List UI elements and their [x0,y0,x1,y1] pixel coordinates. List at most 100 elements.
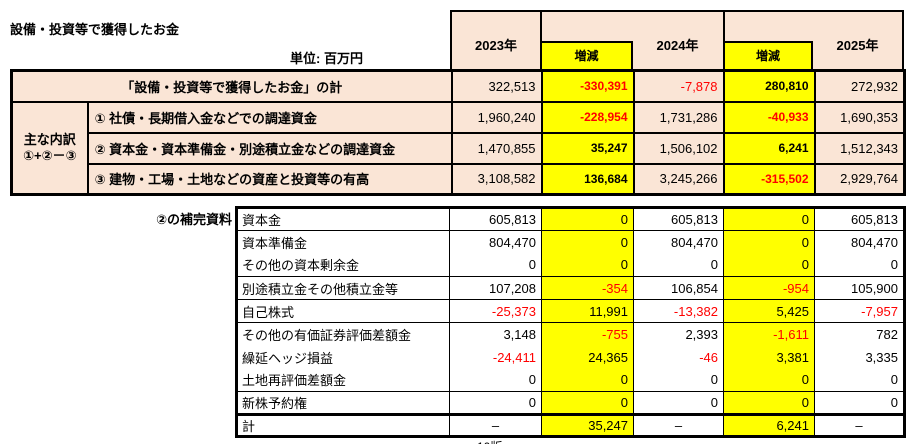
supplement-section-label: ②の補完資料 [155,212,232,227]
cell-total-label: 「設備・投資等で獲得したお金」の計 [10,69,453,103]
cell-row2-delta2: 6,241 [722,131,816,165]
supp-row-hedge-gain-loss: 繰延ヘッジ損益 -24,411 24,365 -46 3,381 3,335 [236,345,905,369]
cell-row3-2024: 3,245,266 [632,162,725,196]
supp-cell: 0 [449,253,542,277]
supp-cell: 3,335 [814,345,905,369]
supp-row-treasury-stock: 自己株式 -25,373 11,991 -13,382 5,425 -7,957 [236,299,905,323]
supp-cell-delta: -354 [541,276,634,300]
supp-cell: -24,411 [449,345,542,369]
cell-total-2023: 322,513 [450,69,543,103]
delta-header-2: 増減 [723,41,813,69]
supp-row-other-capital-surplus: その他の資本剰余金 0 0 0 0 0 [236,253,905,277]
supplement-table: 資本金 605,813 0 605,813 0 605,813 資本準備金 80… [235,206,906,438]
table-row-breakdown-1: 主な内訳 ①+②－③ ① 社債・長期借入金などでの調達資金 1,960,240 … [10,100,906,196]
breakdown-label-line2: ①+②－③ [22,147,77,163]
cell-row1-2024: 1,731,286 [632,100,725,134]
supp-cell-delta: 0 [541,207,634,231]
supp-row-land-revaluation: 土地再評価差額金 0 0 0 0 0 [236,368,905,392]
supp-cell: -13,382 [633,299,724,323]
cell-row2-2025: 1,512,343 [813,131,906,165]
supp-cell: 107,208 [449,276,542,300]
supp-cell: 3,148 [449,322,542,346]
supp-cell-delta: 11,991 [541,299,634,323]
supp-cell: 605,813 [814,207,905,231]
supp-cell-delta: 24,365 [541,345,634,369]
supp-cell: 804,470 [449,230,542,254]
supp-cell-delta: -1,611 [723,322,815,346]
supp-cell: -25,373 [449,299,542,323]
supp-cell: 0 [814,253,905,277]
cell-row2-delta1: 35,247 [540,131,635,165]
supp-total-cell: – [449,413,542,437]
supp-cell: -7,957 [814,299,905,323]
supp-total-cell: – [633,413,724,437]
table-row-breakdown-3: ③ 建物・工場・土地などの資産と投資等の有高 3,108,582 136,684… [12,162,906,196]
supp-row-label: 繰延ヘッジ損益 [236,345,450,369]
cell-breakdown-group-label: 主な内訳 ①+②－③ [10,100,89,196]
cell-row1-2023: 1,960,240 [450,100,543,134]
supp-cell-delta: 0 [541,253,634,277]
supp-row-label: 別途積立金その他積立金等 [236,276,450,300]
year-header-band: 2023年 2024年 2025年 増減 増減 [450,10,904,71]
cell-total-2025: 272,932 [813,69,906,103]
cell-row1-delta2: -40,933 [722,100,816,134]
supp-cell: 0 [449,391,542,415]
supp-row-label: 自己株式 [236,299,450,323]
supp-cell: 0 [814,368,905,392]
supp-cell-delta: 5,425 [723,299,815,323]
supp-row-label: 新株予約権 [236,391,450,415]
supp-cell: -46 [633,345,724,369]
supp-total-label: 計 [236,413,450,437]
supp-row-reserve-fund: 別途積立金その他積立金等 107,208 -354 106,854 -954 1… [236,276,905,300]
table-row-breakdown-2: ② 資本金・資本準備金・別途積立金などの調達資金 1,470,855 35,24… [12,131,906,165]
supp-cell-delta: -755 [541,322,634,346]
breakdown-label-line1: 主な内訳 [23,131,76,147]
year-2023-header: 2023年 [475,38,517,53]
supp-total-cell-delta: 6,241 [723,413,815,437]
supp-cell: 804,470 [814,230,905,254]
delta-header-1: 増減 [540,41,633,69]
cell-row3-delta1: 136,684 [540,162,635,196]
supp-cell-delta: 0 [723,230,815,254]
cell-row3-2025: 2,929,764 [813,162,906,196]
supp-cell: 0 [449,368,542,392]
cell-row1-2025: 1,690,353 [813,100,906,134]
supp-cell-delta: -954 [723,276,815,300]
supp-cell-delta: 0 [723,368,815,392]
supp-cell: 106,854 [633,276,724,300]
supp-row-label: 資本準備金 [236,230,450,254]
supp-row-total: 計 – 35,247 – 6,241 – [236,413,905,437]
supp-row-label: その他の資本剰余金 [236,253,450,277]
supp-cell: 804,470 [633,230,724,254]
supp-cell-delta: 0 [541,230,634,254]
cell-row2-label: ② 資本金・資本準備金・別途積立金などの調達資金 [86,131,453,165]
supp-cell: 605,813 [449,207,542,231]
unit-label: 単位: 百万円 [290,51,363,66]
supp-cell: 782 [814,322,905,346]
supp-row-label: その他の有価証券評価差額金 [236,322,450,346]
cell-total-2024: -7,878 [632,69,725,103]
cell-row3-delta2: -315,502 [722,162,816,196]
supp-row-stock-acquisition-rights: 新株予約権 0 0 0 0 0 [236,391,905,415]
supp-row-capital: 資本金 605,813 0 605,813 0 605,813 [236,207,905,231]
supp-cell: 0 [633,253,724,277]
supp-cell-delta: 0 [723,253,815,277]
supp-row-label: 土地再評価差額金 [236,368,450,392]
supp-total-cell-delta: 35,247 [541,413,634,437]
supp-cell-delta: 0 [723,391,815,415]
supp-row-securities-valuation: その他の有価証券評価差額金 3,148 -755 2,393 -1,611 78… [236,322,905,346]
supp-cell-delta: 0 [723,207,815,231]
supp-cell: 0 [814,391,905,415]
supp-cell: 2,393 [633,322,724,346]
cell-row2-2024: 1,506,102 [632,131,725,165]
cell-row1-delta1: -228,954 [540,100,635,134]
supp-row-capital-reserve: 資本準備金 804,470 0 804,470 0 804,470 [236,230,905,254]
header-divider [723,12,725,69]
supp-cell-delta: 3,381 [723,345,815,369]
main-table: 「設備・投資等で獲得したお金」の計 322,513 -330,391 -7,87… [10,69,906,196]
cell-total-delta1: -330,391 [540,69,635,103]
table-row-total: 「設備・投資等で獲得したお金」の計 322,513 -330,391 -7,87… [10,69,906,103]
supp-cell: 105,900 [814,276,905,300]
year-2025-header: 2025年 [836,38,879,53]
supp-cell: 605,813 [633,207,724,231]
